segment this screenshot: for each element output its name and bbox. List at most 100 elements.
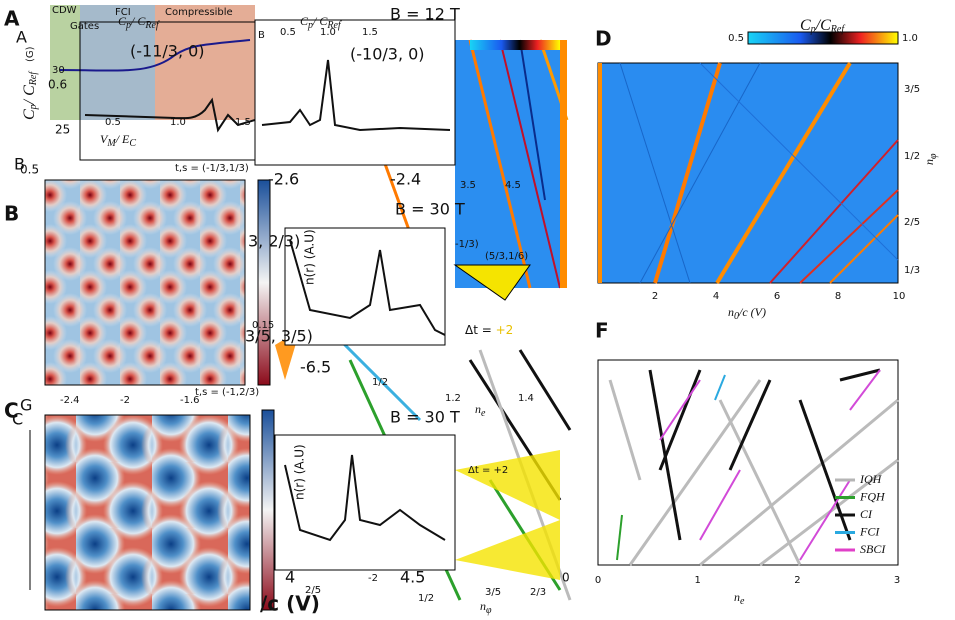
tick-label: 0.15 bbox=[252, 320, 274, 331]
annotation: B = 12 T bbox=[390, 5, 460, 24]
tick-label: 1.0 bbox=[320, 27, 336, 38]
region-label: Compressible bbox=[165, 7, 233, 18]
colorbar-label: Cp/CRef bbox=[800, 17, 845, 36]
x-tick-label: 10 bbox=[893, 291, 906, 302]
axis-label: nφ bbox=[480, 599, 492, 617]
tick-label: 25 bbox=[55, 123, 70, 137]
axis-label: n0/c (V) bbox=[728, 305, 766, 323]
x-tick-label: 2 bbox=[652, 291, 658, 302]
tick-label: 2/3 bbox=[530, 587, 546, 598]
annotation: (-11/3, 0) bbox=[130, 42, 205, 61]
annotation: (-10/3, 0) bbox=[350, 45, 425, 64]
panel-d bbox=[597, 31, 899, 285]
x-tick-label: 2 bbox=[794, 575, 800, 586]
region-label: FCI bbox=[115, 7, 131, 18]
tick-label: 0.5 bbox=[280, 27, 296, 38]
annotation: Δt = +2 bbox=[468, 465, 508, 476]
tick-label: 1.0 bbox=[170, 117, 186, 128]
tick-label: 30 bbox=[52, 65, 65, 76]
tick-label: 0.5 bbox=[20, 163, 39, 177]
tick-label: 3/5 bbox=[485, 587, 501, 598]
tick-label: 3.5 bbox=[460, 180, 476, 191]
annotation: 3/5, 3/5) bbox=[245, 327, 313, 346]
panel-label: D bbox=[595, 27, 612, 51]
region-label: CDW bbox=[52, 5, 77, 16]
annotation: (5/3,1/6) bbox=[485, 251, 528, 262]
tick-label: -2.4 bbox=[60, 395, 80, 406]
panel-label: C bbox=[4, 399, 19, 423]
tick-label: -2 bbox=[368, 573, 378, 584]
axis-label: (G) bbox=[25, 46, 36, 62]
colorbar-tick: 1.0 bbox=[902, 33, 918, 44]
annotation: -1/3) bbox=[455, 239, 479, 250]
tick-label: 1.5 bbox=[235, 117, 251, 128]
axis-label: Cp/ CRef bbox=[118, 14, 160, 32]
tick-label: 4.5 bbox=[400, 568, 425, 587]
annotation: B = 30 T bbox=[390, 408, 460, 427]
x-tick-label: 4 bbox=[713, 291, 719, 302]
axis-label: ne bbox=[475, 402, 486, 420]
panel-c bbox=[29, 409, 456, 611]
panel-label: B bbox=[4, 202, 19, 226]
annotation: Δt = +2 bbox=[465, 323, 513, 337]
x-tick-label: 0 bbox=[595, 575, 601, 586]
x-tick-label: 6 bbox=[774, 291, 780, 302]
tick-label: 0.5 bbox=[105, 117, 121, 128]
annotation: B = 30 T bbox=[395, 200, 465, 219]
tick-label: 1/2 bbox=[418, 593, 434, 604]
axis-label: ne bbox=[734, 590, 745, 608]
axis-label: n(r) (A.U) bbox=[303, 229, 317, 285]
panel-f bbox=[597, 359, 899, 567]
x-tick-label: 1 bbox=[695, 575, 701, 586]
tick-label: -1.6 bbox=[180, 395, 200, 406]
y-tick-label: 2/5 bbox=[904, 217, 920, 228]
legend-label: CI bbox=[860, 507, 873, 521]
axis-label: Cp/ CRef bbox=[21, 71, 40, 120]
panel-label: G bbox=[20, 396, 32, 415]
legend-label: IQH bbox=[859, 472, 883, 486]
tick-label: 1.5 bbox=[362, 27, 378, 38]
axis-label: n(r) (A.U) bbox=[293, 444, 307, 500]
y-tick-label: 1/3 bbox=[904, 265, 920, 276]
tick-label: 1.2 bbox=[445, 393, 461, 404]
inset-a bbox=[254, 19, 456, 166]
annotation: t,s = (-1,2/3) bbox=[195, 387, 259, 398]
panel-label: A bbox=[4, 7, 20, 31]
axis-label: /c (V) bbox=[260, 592, 320, 616]
legend-label: FQH bbox=[859, 489, 886, 503]
tick-label: 4.5 bbox=[505, 180, 521, 191]
axis-label: VM/ EC bbox=[100, 132, 136, 150]
legend-label: FCI bbox=[859, 524, 880, 538]
axis-label: Cp/ CRef bbox=[300, 14, 342, 32]
panel-label: A bbox=[16, 28, 27, 47]
tick-label: 0 bbox=[562, 571, 570, 585]
tick-label: -2 bbox=[120, 395, 130, 406]
tick-label: -2.4 bbox=[390, 170, 421, 189]
tick-label: 1/2 bbox=[372, 377, 388, 388]
tick-label: 2/5 bbox=[305, 585, 321, 596]
region-label: Gates bbox=[70, 21, 99, 32]
y-tick-label: 1/2 bbox=[904, 151, 920, 162]
panel-label: B bbox=[258, 30, 265, 41]
panel-a bbox=[50, 5, 256, 161]
legend-label: SBCI bbox=[860, 542, 886, 556]
tick-label: 1.4 bbox=[518, 393, 534, 404]
panel-label: B bbox=[14, 155, 25, 174]
labels: A A B B B C C G D F CDW FCI Compressible… bbox=[4, 5, 939, 617]
annotation: t,s = (-1/3,1/3) bbox=[175, 163, 249, 174]
panel-label: C bbox=[12, 410, 23, 429]
x-tick-label: 3 bbox=[894, 575, 900, 586]
colorbar-tick: 0.5 bbox=[728, 33, 744, 44]
panel-label: F bbox=[595, 319, 609, 343]
annotation: 3, 2/3) bbox=[248, 232, 300, 251]
x-tick-label: 8 bbox=[835, 291, 841, 302]
middle-map bbox=[378, 39, 569, 301]
tick-label: -6.5 bbox=[300, 358, 331, 377]
y-tick-label: 3/5 bbox=[904, 84, 920, 95]
axis-label: nφ bbox=[922, 153, 940, 165]
tick-label: -2.6 bbox=[268, 170, 299, 189]
panel-b bbox=[44, 179, 446, 386]
tick-label: 0.6 bbox=[48, 78, 67, 92]
tick-label: 4 bbox=[285, 568, 295, 587]
